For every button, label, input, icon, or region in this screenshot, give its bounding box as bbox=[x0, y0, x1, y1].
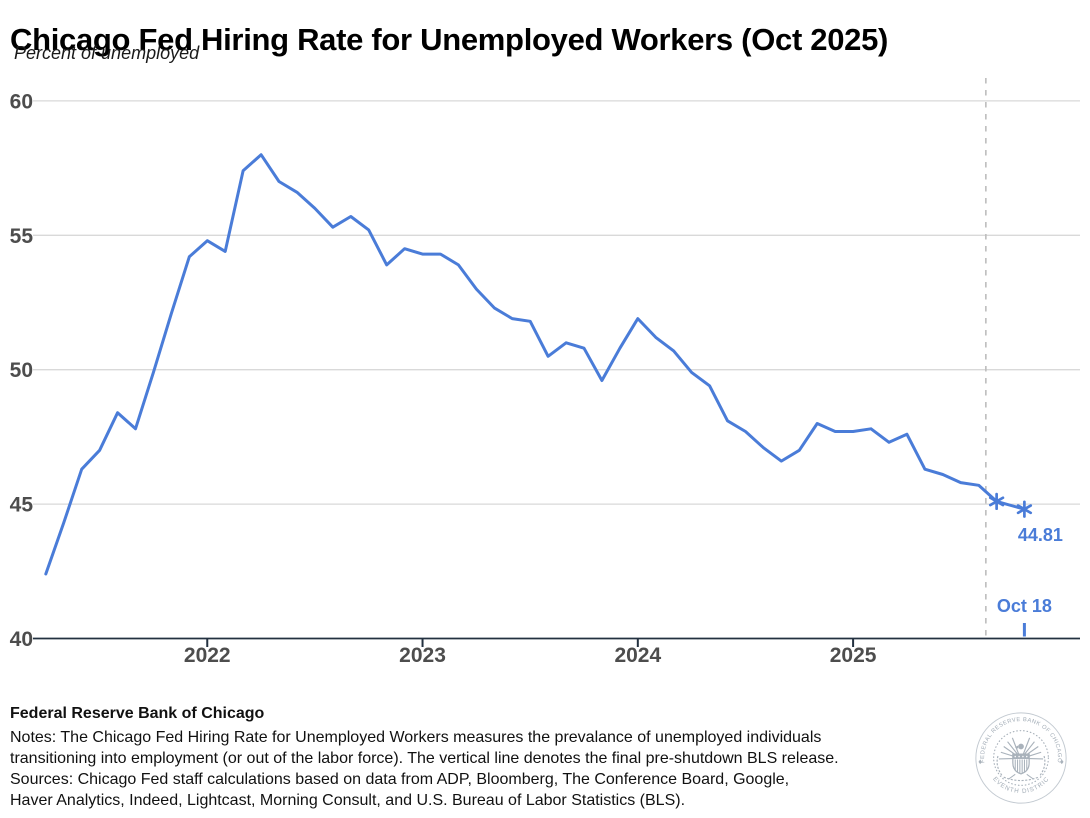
hiring-rate-line-chart: 40 45 50 55 60 2022 2023 2024 2025 44.81 Oct 18 bbox=[10, 78, 1080, 667]
y-axis-tick-label: 40 bbox=[10, 628, 33, 651]
seal-dotted-ring bbox=[993, 730, 1049, 786]
x-axis-tick-label: 2023 bbox=[399, 644, 446, 667]
footer-notes: Federal Reserve Bank of Chicago Notes: T… bbox=[10, 705, 839, 811]
x-axis-tick-label: 2025 bbox=[830, 644, 877, 667]
fed-chicago-seal-logo: FEDERAL RESERVE BANK OF CHICAGO SEVENTH … bbox=[975, 712, 1067, 804]
footer-sources-line-2: Haver Analytics, Indeed, Lightcast, Morn… bbox=[10, 792, 686, 809]
y-axis-tick-label: 60 bbox=[10, 90, 33, 113]
asterisk-marker bbox=[1016, 504, 1033, 515]
x-axis-tick-label: 2024 bbox=[614, 644, 661, 667]
x-axis-tick-label: 2022 bbox=[184, 644, 231, 667]
seal-diamond-separators bbox=[978, 759, 1064, 765]
y-axis-tick-label: 55 bbox=[10, 225, 34, 248]
series-line bbox=[44, 153, 1026, 576]
chart-subtitle: Percent of unemployed bbox=[14, 43, 200, 63]
asterisk-marker bbox=[988, 496, 1005, 507]
footer-notes-line-1: Notes: The Chicago Fed Hiring Rate for U… bbox=[10, 729, 822, 746]
footer-brand: Federal Reserve Bank of Chicago bbox=[10, 705, 265, 722]
y-axis-tick-label: 45 bbox=[10, 494, 34, 517]
footer-notes-line-2: transitioning into employment (or out of… bbox=[10, 750, 839, 767]
chart-title: Chicago Fed Hiring Rate for Unemployed W… bbox=[10, 21, 889, 57]
footer-sources-line-1: Sources: Chicago Fed staff calculations … bbox=[10, 771, 790, 788]
seal-outer-ring bbox=[975, 712, 1067, 804]
eagle-icon bbox=[996, 737, 1046, 782]
y-axis-tick-label: 50 bbox=[10, 359, 33, 382]
last-date-label: Oct 18 bbox=[997, 596, 1052, 616]
last-value-label: 44.81 bbox=[1018, 525, 1063, 545]
